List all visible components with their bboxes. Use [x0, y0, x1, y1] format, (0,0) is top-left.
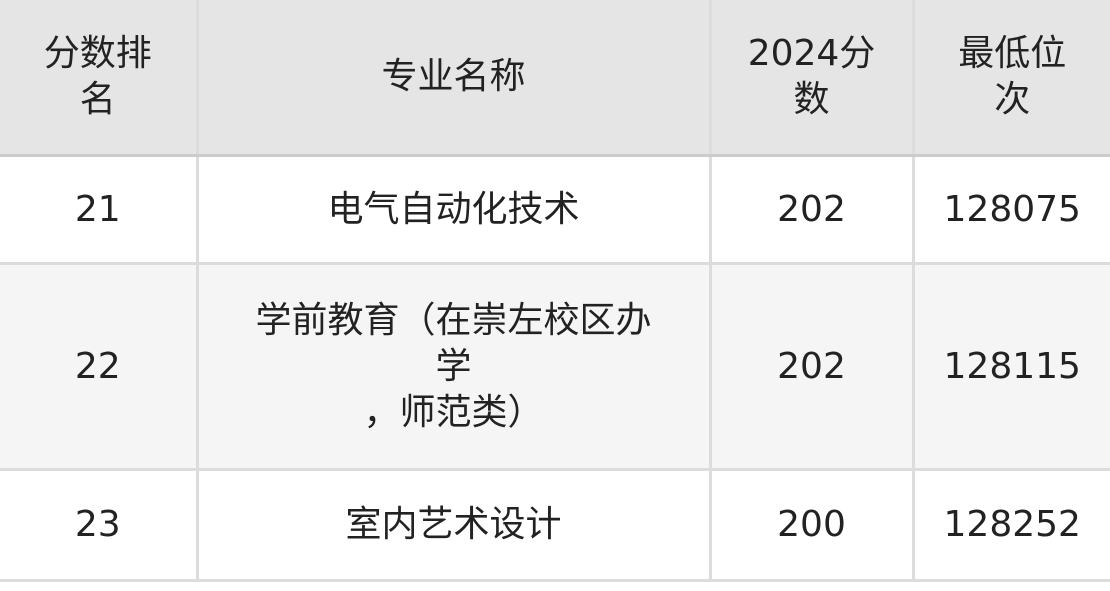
cell-major: 室内艺术设计 [195, 468, 712, 582]
header-row: 分数排名 专业名称 2024分数 最低位次 [0, 0, 1110, 157]
table-row: 23 室内艺术设计 200 128252 [0, 468, 1110, 582]
cell-rank: 21 [0, 154, 199, 265]
cell-position: 128252 [911, 468, 1110, 582]
major-line: 学 [435, 345, 472, 387]
header-major: 专业名称 [195, 0, 712, 157]
header-rank: 分数排名 [0, 0, 199, 157]
cell-score: 202 [708, 262, 915, 471]
cell-score: 200 [708, 468, 915, 582]
cell-position: 128115 [911, 262, 1110, 471]
table-row: 22 学前教育（在崇左校区办 学 ，师范类） 202 128115 [0, 262, 1110, 471]
cell-position: 128075 [911, 154, 1110, 265]
cell-major: 电气自动化技术 [195, 154, 712, 265]
header-score: 2024分数 [708, 0, 915, 157]
major-line: ，师范类） [363, 391, 544, 433]
table-row: 21 电气自动化技术 202 128075 [0, 154, 1110, 265]
cell-score: 202 [708, 154, 915, 265]
header-position: 最低位次 [911, 0, 1110, 157]
cell-rank: 23 [0, 468, 199, 582]
major-line: 学前教育（在崇左校区办 [255, 299, 652, 341]
cell-rank: 22 [0, 262, 199, 471]
cell-major: 学前教育（在崇左校区办 学 ，师范类） [195, 262, 712, 471]
